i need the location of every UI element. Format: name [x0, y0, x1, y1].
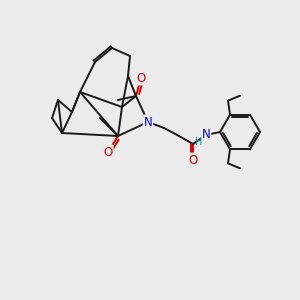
Text: O: O	[136, 71, 146, 85]
Text: N: N	[202, 128, 210, 142]
Text: H: H	[195, 137, 203, 147]
Text: O: O	[103, 146, 112, 158]
Text: N: N	[144, 116, 152, 128]
Text: O: O	[188, 154, 198, 166]
